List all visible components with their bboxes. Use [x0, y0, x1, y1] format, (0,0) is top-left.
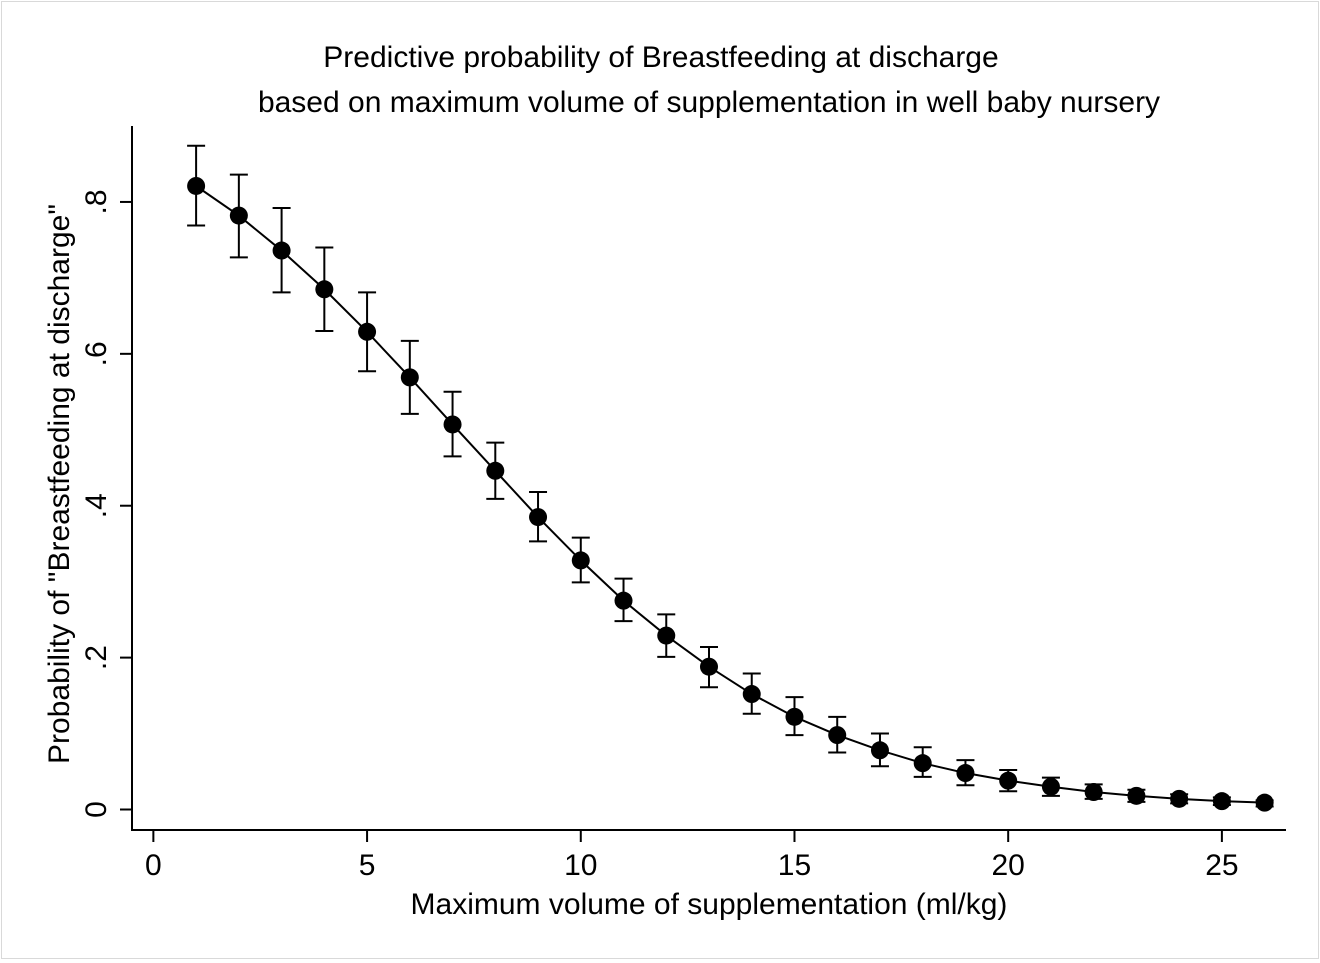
data-point: [956, 764, 975, 783]
x-tick-label: 5: [359, 849, 376, 882]
data-point: [614, 591, 633, 610]
x-tick-label: 25: [1205, 849, 1238, 882]
data-point: [700, 657, 718, 676]
series-breastfeeding-probability: [187, 144, 1274, 812]
data-point: [1212, 792, 1231, 811]
data-point: [486, 461, 505, 480]
data-point: [529, 508, 548, 527]
x-axis-ticks: 0 5 10 15 20 25: [145, 830, 1239, 882]
data-point: [1041, 777, 1060, 796]
y-tick-label: .2: [80, 645, 113, 670]
x-tick-label: 10: [564, 849, 597, 882]
chart-title: Predictive probability of Breastfeeding …: [323, 41, 998, 74]
data-point: [1170, 789, 1189, 808]
y-tick-label: .6: [80, 341, 113, 366]
x-axis-label: Maximum volume of supplementation (ml/kg…: [411, 888, 1008, 921]
y-tick-label: .4: [80, 493, 113, 518]
data-point: [1255, 793, 1274, 812]
x-tick-label: 15: [778, 849, 811, 882]
data-point: [1084, 783, 1103, 802]
data-point: [272, 241, 291, 260]
series-line: [195, 185, 1265, 804]
data-point: [571, 551, 590, 570]
x-tick-label: 0: [145, 849, 162, 882]
y-axis-label: Probability of "Breastfeeding at dischar…: [43, 204, 76, 764]
chart-subtitle: based on maximum volume of supplementati…: [258, 86, 1160, 119]
data-point: [785, 707, 804, 726]
data-point: [358, 322, 377, 341]
data-point: [229, 206, 248, 225]
data-point: [657, 626, 676, 645]
data-point: [443, 415, 462, 434]
data-point: [315, 280, 334, 299]
data-point: [1127, 786, 1146, 805]
y-axis-ticks: 0 .2 .4 .6 .8: [80, 189, 132, 818]
x-tick-label: 20: [991, 849, 1024, 882]
data-point: [742, 685, 761, 704]
y-tick-label: 0: [80, 801, 113, 818]
data-point: [828, 726, 847, 745]
data-point: [187, 176, 206, 195]
data-point: [870, 741, 889, 760]
data-point: [913, 754, 932, 773]
y-tick-label: .8: [80, 189, 113, 214]
data-point: [400, 368, 419, 387]
data-point: [999, 771, 1018, 790]
